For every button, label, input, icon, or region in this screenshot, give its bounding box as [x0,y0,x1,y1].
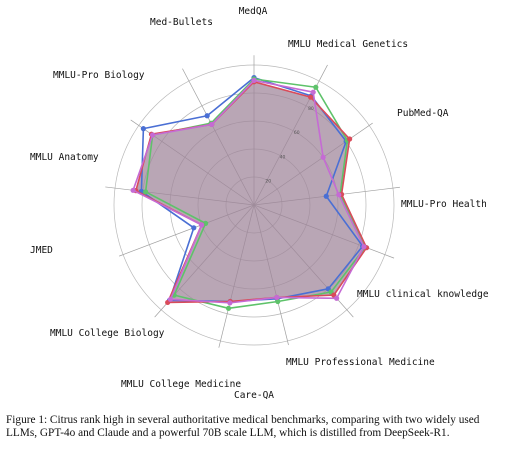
series-2-point-jmed [202,220,209,226]
series-2-point-mmlu-medical-genetics [313,84,319,90]
axis-label-mmlu-college-medicine: MMLU College Medicine [121,379,241,390]
axis-label-med-bullets: Med-Bullets [150,17,213,28]
series-4-point-jmed [199,222,205,228]
axis-label-medqa: MedQA [239,6,268,17]
axis-label-mmlu-professional-medicine: MMLU Professional Medicine [286,357,435,368]
axis-label-mmlu-anatomy: MMLU Anatomy [30,152,99,163]
series-1-point-mmlu-pro-biology [140,126,146,132]
series-1-point-jmed [191,225,197,231]
axis-label-mmlu-pro-health: MMLU-Pro Health [401,199,487,210]
figure-caption: Figure 1: Citrus rank high in several au… [6,414,480,440]
series-1-point-med-bullets [204,113,210,119]
axis-label-pubmed-qa: PubMed-QA [397,108,449,119]
radar-chart: 20 40 60 80 MedQA MMLU Medical Genetics PubMed… [30,6,489,401]
series-4-point-mmlu-pro-health [336,192,342,198]
series-2-point-mmlu-college-medicine [225,305,232,311]
series-4-point-mmlu-anatomy [130,187,136,193]
series-3-area [135,81,367,303]
series-4-point-pubmed-qa [320,154,326,160]
series-3-point-mmlu-medical-genetics [308,94,314,100]
tick-label-20: 20 [265,178,271,184]
series-4-point-mmlu-pro-biology [150,132,156,138]
tick-label-80: 80 [308,106,314,112]
series-4-point-care-qa [274,294,280,301]
series-2-line [144,78,367,310]
series-4-point-mmlu-medical-genetics [310,89,316,95]
axis-label-mmlu-clinical-knowledge: MMLU clinical knowledge [357,289,489,300]
series-2-point-care-qa [275,298,281,305]
series-2-point-mmlu-anatomy [142,189,149,195]
axis-label-mmlu-college-biology: MMLU College Biology [50,328,165,339]
series-1-point-mmlu-pro-health [323,193,329,199]
series-3-point-pubmed-qa [347,136,353,142]
series-4-point-mmlu-college-medicine [227,300,233,306]
axis-label-mmlu-medical-genetics: MMLU Medical Genetics [288,39,408,50]
series-4-line [132,79,365,304]
series-4-point-med-bullets [209,121,215,128]
axis-label-mmlu-pro-biology: MMLU-Pro Biology [53,70,145,81]
series-4-point-mmlu-professional-medicine [334,295,340,301]
tick-label-60: 60 [294,130,300,136]
series-4-point-medqa [251,77,257,83]
series-4-point-mmlu-college-biology [167,296,174,302]
tick-label-40: 40 [280,154,286,160]
axis-label-jmed: JMED [30,245,53,256]
axis-label-care-qa: Care-QA [234,390,274,401]
series-4-point-mmlu-clinical-knowledge [361,244,367,250]
